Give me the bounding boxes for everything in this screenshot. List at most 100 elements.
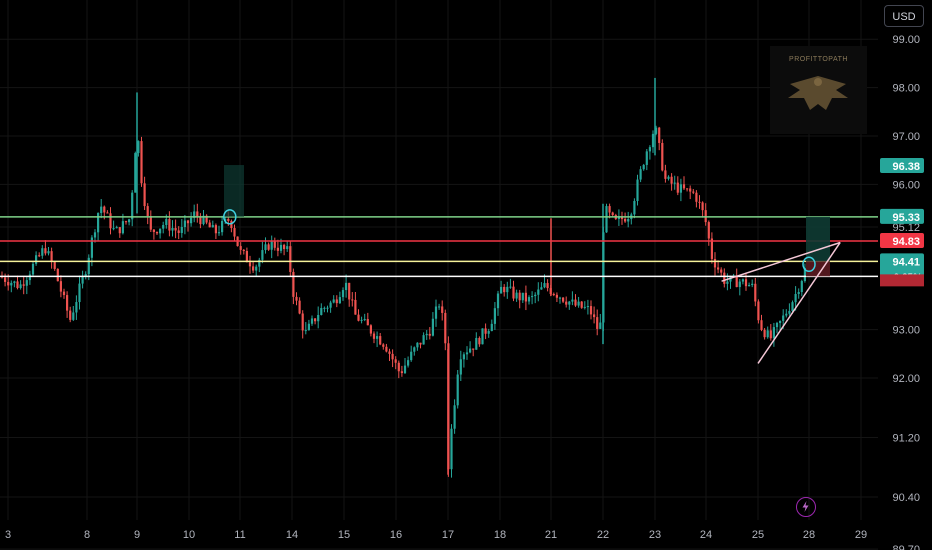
candle — [410, 351, 413, 361]
candle — [797, 292, 800, 294]
candle — [469, 348, 472, 353]
candle — [87, 257, 90, 275]
time-tick-label: 23 — [649, 529, 661, 541]
candle — [100, 206, 103, 214]
wedge-upper-line — [721, 241, 841, 282]
candle — [692, 191, 695, 193]
candle — [84, 274, 87, 277]
price-tick-label: 92.00 — [892, 373, 920, 385]
horizontal-levels — [0, 216, 878, 278]
candle — [279, 244, 283, 251]
candle — [38, 255, 41, 257]
candle — [689, 188, 692, 192]
candle — [648, 147, 651, 152]
candle — [385, 346, 388, 352]
price-axis[interactable]: 99.00 98.00 97.00 96.00 95.12 93.00 92.00 91.20… — [880, 34, 924, 550]
candle — [444, 312, 447, 344]
candle — [586, 306, 589, 308]
time-tick-label: 28 — [803, 529, 815, 541]
candle — [283, 244, 286, 250]
candle — [633, 201, 636, 215]
candle — [323, 307, 326, 309]
candle — [152, 229, 155, 232]
candle — [252, 266, 255, 271]
candle — [174, 227, 177, 231]
candle — [78, 283, 81, 303]
candle — [81, 276, 84, 284]
candle — [307, 323, 310, 331]
candle — [462, 354, 465, 360]
candle — [552, 293, 555, 295]
time-tick-label: 3 — [5, 529, 11, 541]
candle — [354, 299, 357, 315]
candle — [686, 188, 689, 190]
candle — [639, 169, 642, 180]
candle — [484, 328, 487, 334]
price-tick-label: 90.40 — [892, 492, 920, 504]
candle — [425, 333, 428, 336]
candle — [506, 286, 509, 293]
candle — [341, 290, 345, 298]
chart-grid — [0, 0, 878, 550]
candle — [713, 258, 717, 268]
candle — [465, 352, 469, 355]
candle — [121, 221, 124, 234]
candle — [53, 262, 56, 269]
candle — [149, 215, 152, 230]
time-axis[interactable]: 3 8 9 10 11 14 15 16 17 18 21 22 23 24 25 28 29 — [5, 529, 867, 541]
candle — [509, 286, 512, 288]
candle — [500, 286, 503, 294]
candle — [103, 206, 106, 213]
candle — [267, 244, 270, 250]
candle — [16, 281, 19, 289]
candle — [379, 336, 382, 345]
candle — [748, 285, 751, 287]
signal-marker — [223, 209, 237, 225]
candle — [394, 359, 397, 363]
candle — [351, 299, 354, 301]
candle — [664, 170, 667, 179]
candle — [565, 301, 568, 305]
candle — [180, 227, 183, 233]
candle — [391, 353, 394, 360]
candle — [155, 231, 159, 234]
highlight-box — [224, 165, 244, 217]
time-tick-label: 25 — [752, 529, 764, 541]
candle — [605, 206, 608, 233]
candle — [518, 292, 521, 301]
candle — [13, 281, 16, 283]
price-badge — [880, 208, 924, 224]
candle — [118, 227, 121, 234]
candle — [741, 279, 744, 282]
candle — [190, 217, 193, 224]
time-tick-label: 15 — [338, 529, 350, 541]
target-box — [806, 216, 830, 262]
candle — [450, 428, 453, 470]
candle — [620, 216, 624, 219]
candle — [314, 318, 317, 322]
candle — [286, 246, 289, 250]
time-tick-label: 9 — [134, 529, 140, 541]
candle — [717, 267, 720, 270]
currency-button[interactable]: USD — [884, 5, 924, 27]
candle — [416, 342, 419, 348]
candle — [366, 319, 369, 326]
candle — [441, 306, 444, 313]
candle — [183, 220, 186, 228]
candle — [803, 268, 806, 282]
candle — [273, 240, 276, 248]
candle — [493, 308, 496, 324]
candle — [775, 322, 779, 328]
candle — [75, 302, 78, 313]
lightning-bolt-icon[interactable] — [796, 497, 816, 517]
candle — [335, 299, 338, 304]
candle — [515, 292, 518, 299]
candle — [171, 227, 174, 231]
candle — [376, 336, 379, 339]
candle — [698, 201, 701, 203]
candle — [317, 314, 320, 322]
candle — [276, 247, 279, 251]
candle — [667, 176, 670, 179]
price-badge-label: 94.83 — [892, 236, 920, 248]
